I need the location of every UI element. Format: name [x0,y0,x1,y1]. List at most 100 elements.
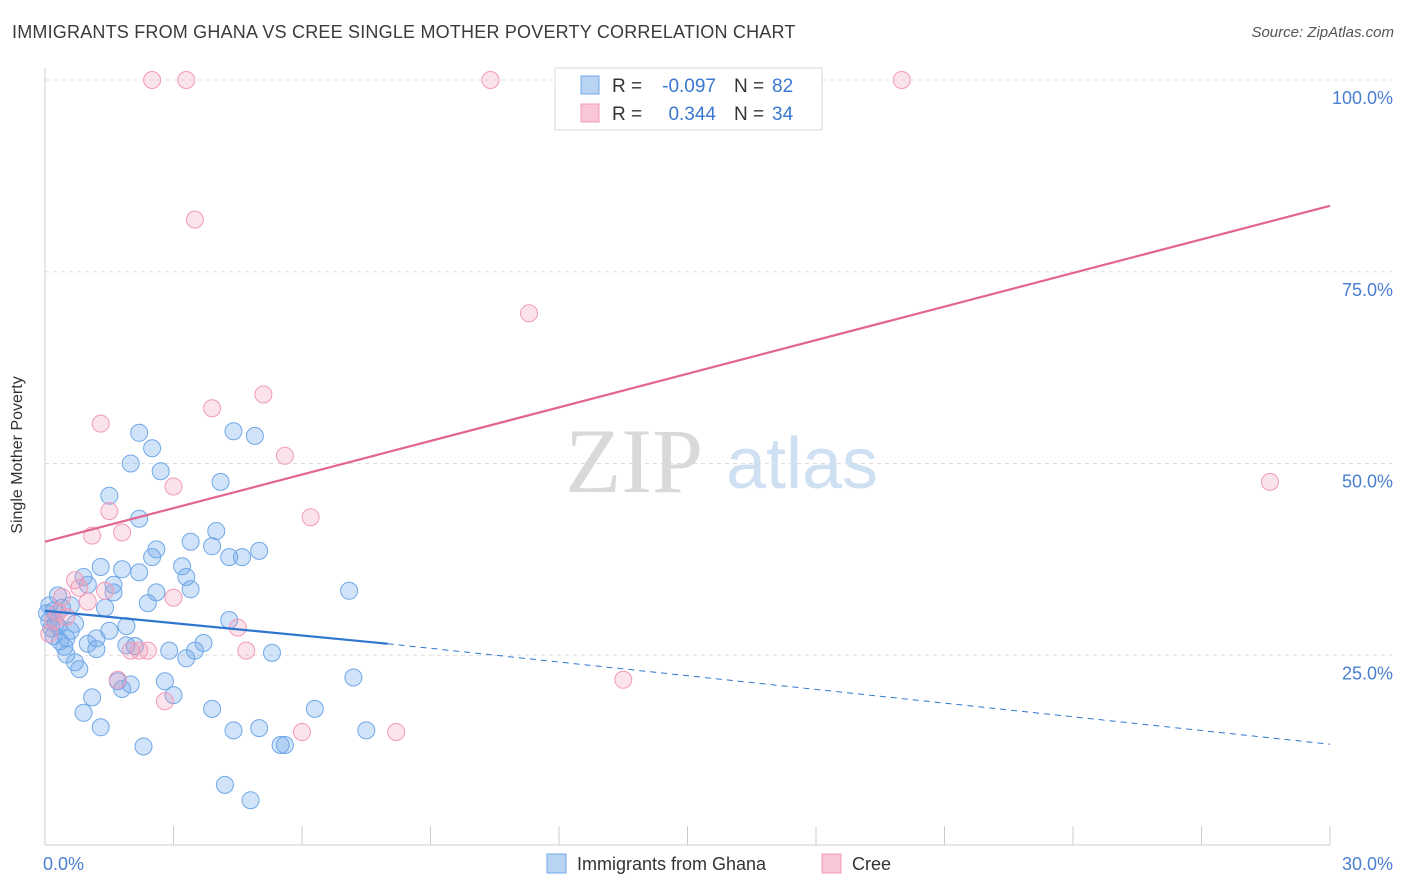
series-legend: Immigrants from Ghana Cree [546,853,891,874]
ghana-point [147,583,166,602]
r-label: R = [612,76,642,97]
r-label: R = [612,104,642,125]
n-value: 34 [772,104,794,125]
ghana-point [83,688,102,707]
ghana-point [96,598,114,617]
ghana-point [173,557,192,576]
ghana-point [87,640,106,659]
ghana-point [151,462,170,481]
ghana-point [224,422,243,441]
cree-point [108,670,127,689]
ghana-trend-line [44,609,388,645]
stats-legend: R = -0.097 N = 82 R = 0.344 N = 34 [554,67,823,131]
ghana-point [113,560,132,579]
ghana-point [134,737,153,756]
cree-point [293,723,311,741]
legend-label-cree: Cree [852,854,891,874]
ghana-point [241,791,260,810]
cree-point [228,618,247,637]
cree-point [1261,472,1279,491]
y-tick-label: 75.0% [1342,280,1393,300]
cree-point [275,446,294,465]
ghana-point [91,718,110,737]
ghana-point [203,699,222,718]
cree-point [301,508,320,527]
n-label: N = [734,76,764,97]
cree-swatch [580,103,600,123]
n-label: N = [734,104,764,125]
cree-point [100,502,119,521]
ghana-point [100,486,119,505]
ghana-point [155,672,174,691]
cree-point [70,578,89,597]
ghana-point [305,699,324,718]
x-tick-label: 30.0% [1342,854,1393,874]
ghana-point [271,736,290,754]
ghana-point [121,454,140,473]
cree-point [177,71,196,89]
cree-point [57,607,76,626]
x-tick-label: 0.0% [43,854,84,874]
ghana-point [224,721,243,740]
ghana-point [250,719,269,738]
trend-lines [44,204,1331,745]
ghana-point [130,423,149,442]
r-value: 0.344 [668,104,716,125]
ghana-point [233,548,251,567]
ghana-point [78,634,97,653]
ghana-trend-extension [387,643,1331,745]
n-value: 82 [772,76,793,97]
cree-point [892,71,911,89]
data-points [38,71,1279,810]
watermark-zip: ZIP [565,410,703,512]
ghana-point [147,540,166,559]
ghana-point [215,775,234,794]
y-tick-label: 25.0% [1342,663,1393,683]
cree-point [254,385,273,404]
y-tick-label: 100.0% [1332,88,1393,108]
cree-point [185,210,204,229]
ghana-point [46,614,65,632]
ghana-point [203,537,222,556]
cree-point [614,670,633,689]
r-value: -0.097 [662,76,716,97]
cree-point [164,588,183,607]
source-label: Source: ZipAtlas.com [1251,24,1394,41]
legend-swatch-cree [821,853,842,874]
ghana-swatch [580,75,600,95]
ghana-point [74,703,93,722]
y-tick-label: 50.0% [1342,472,1393,492]
ghana-point [181,580,200,599]
ghana-point [160,641,179,660]
cree-point [143,71,162,89]
ghana-point [344,668,363,687]
grid-lines [45,79,1392,656]
cree-point [387,723,406,741]
cree-point [91,414,110,433]
ghana-point [340,581,359,600]
cree-point [113,523,132,542]
ghana-point [357,721,376,740]
chart-title: IMMIGRANTS FROM GHANA VS CREE SINGLE MOT… [12,22,796,42]
tick-labels: 25.0% 50.0% 75.0% 100.0% 0.0% 30.0% [43,88,1393,874]
ghana-point [245,426,264,445]
ghana-point [207,522,226,540]
ghana-point [143,439,162,458]
ghana-point [113,680,132,698]
cree-point [203,399,222,418]
ghana-point [130,563,149,582]
legend-swatch-ghana [546,853,567,874]
cree-point [164,477,183,496]
ghana-point [250,541,269,560]
cree-point [78,592,97,611]
watermark-atlas: atlas [726,424,878,504]
ghana-point [91,558,110,576]
axes [44,68,1331,846]
legend-label-ghana: Immigrants from Ghana [577,854,767,874]
ghana-point [220,548,239,567]
cree-point [138,641,157,660]
ghana-point [275,736,294,754]
cree-point [481,71,500,89]
ghana-point [181,532,200,551]
